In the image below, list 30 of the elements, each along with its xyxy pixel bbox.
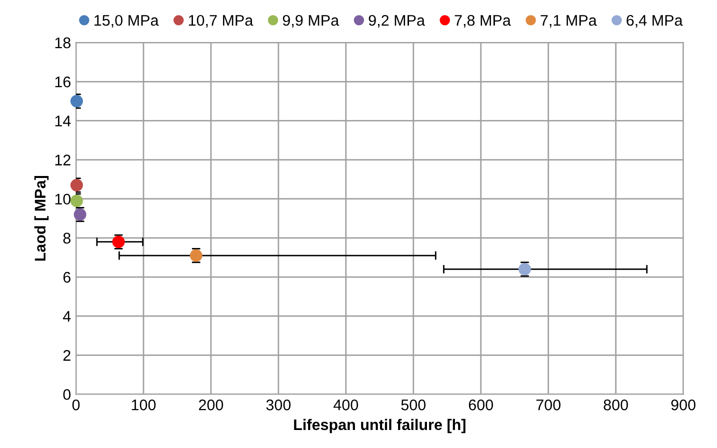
legend-label: 9,9 MPa	[282, 14, 340, 28]
x-tick-label: 0	[72, 400, 80, 410]
y-tick-label: 8	[63, 232, 70, 244]
y-tick-label: 16	[55, 76, 70, 88]
y-tick-label: 2	[63, 350, 70, 361]
y-tick-label: 10	[55, 194, 71, 205]
legend-label: 15,0 MPa	[94, 14, 159, 28]
x-tick-label: 700	[536, 400, 560, 410]
x-tick-label: 500	[401, 400, 426, 410]
y-tick-label: 0	[63, 389, 71, 400]
legend-label: 7,1 MPa	[540, 15, 597, 28]
point	[70, 94, 83, 108]
x-axis-title: Lifespan until failure [h]	[294, 418, 466, 434]
x-tick-label: 800	[604, 400, 628, 410]
legend-label: 7,8 MPa	[454, 14, 511, 28]
y-tick-label: 18	[55, 37, 70, 48]
y-tick-label: 14	[55, 116, 71, 126]
y-tick-label: 6	[63, 272, 70, 283]
x-tick-label: 200	[198, 400, 224, 410]
x-tick-label: 300	[266, 400, 291, 410]
y-tick-label: 4	[62, 311, 71, 322]
legend-label: 9,2 MPa	[368, 14, 425, 28]
legend-label: 10,7 MPa	[188, 14, 254, 28]
legend-label: 6,4 MPa	[626, 14, 683, 28]
x-tick-label: 600	[468, 400, 494, 410]
x-tick-label: 400	[334, 400, 358, 410]
y-axis-title: Laod [ MPa]	[34, 176, 49, 261]
x-tick-label: 900	[671, 400, 696, 410]
x-tick-label: 100	[132, 400, 156, 410]
y-tick-label: 12	[55, 154, 70, 166]
